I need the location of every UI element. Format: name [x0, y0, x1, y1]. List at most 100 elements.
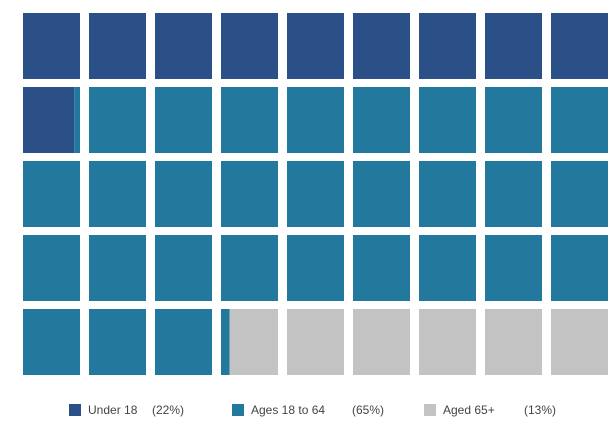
waffle-cell-segment	[551, 87, 608, 153]
waffle-cell-33	[353, 235, 410, 301]
waffle-cell-segment	[221, 235, 278, 301]
waffle-cell-segment	[287, 87, 344, 153]
waffle-cells	[23, 13, 608, 375]
legend-percent: (22%)	[152, 403, 184, 417]
waffle-cell-23	[287, 161, 344, 227]
waffle-cell-34	[419, 235, 476, 301]
waffle-cell-segment	[419, 13, 476, 79]
waffle-cell-4	[221, 13, 278, 79]
legend-swatch	[232, 404, 244, 416]
waffle-cell-13	[221, 87, 278, 153]
waffle-cell-segment	[419, 235, 476, 301]
waffle-cell-6	[353, 13, 410, 79]
waffle-cell-segment	[551, 309, 608, 375]
waffle-cell-27	[551, 161, 608, 227]
waffle-cell-segment	[23, 309, 80, 375]
waffle-cell-40	[221, 309, 278, 375]
legend-swatch	[69, 404, 81, 416]
waffle-cell-segment	[89, 13, 146, 79]
waffle-cell-37	[23, 309, 80, 375]
waffle-cell-segment	[485, 87, 542, 153]
waffle-cell-42	[353, 309, 410, 375]
waffle-cell-36	[551, 235, 608, 301]
waffle-cell-16	[419, 87, 476, 153]
waffle-cell-segment	[353, 235, 410, 301]
waffle-cell-segment	[221, 309, 230, 375]
waffle-cell-9	[551, 13, 608, 79]
waffle-cell-segment	[23, 87, 75, 153]
waffle-cell-segment	[155, 235, 212, 301]
waffle-cell-21	[155, 161, 212, 227]
waffle-cell-30	[155, 235, 212, 301]
waffle-cell-26	[485, 161, 542, 227]
waffle-cell-segment	[485, 235, 542, 301]
waffle-cell-19	[23, 161, 80, 227]
waffle-cell-segment	[23, 235, 80, 301]
waffle-cell-segment	[419, 309, 476, 375]
waffle-cell-segment	[229, 309, 278, 375]
waffle-cell-segment	[287, 161, 344, 227]
legend-label: Aged 65+	[443, 403, 495, 417]
waffle-cell-segment	[287, 13, 344, 79]
legend-label: Under 18	[88, 403, 138, 417]
waffle-cell-segment	[89, 309, 146, 375]
waffle-cell-31	[221, 235, 278, 301]
waffle-cell-segment	[353, 309, 410, 375]
waffle-cell-8	[485, 13, 542, 79]
waffle-cell-7	[419, 13, 476, 79]
waffle-cell-18	[551, 87, 608, 153]
waffle-cell-segment	[23, 161, 80, 227]
waffle-cell-segment	[485, 309, 542, 375]
legend-label: Ages 18 to 64	[251, 403, 325, 417]
waffle-cell-segment	[287, 235, 344, 301]
waffle-cell-44	[485, 309, 542, 375]
waffle-cell-32	[287, 235, 344, 301]
legend-item-1: Under 18 (22%)	[69, 403, 184, 417]
waffle-cell-segment	[155, 161, 212, 227]
waffle-cell-29	[89, 235, 146, 301]
waffle-cell-segment	[551, 13, 608, 79]
waffle-cell-25	[419, 161, 476, 227]
waffle-cell-45	[551, 309, 608, 375]
legend: Under 18 (22%) Ages 18 to 64 (65%) Aged 65+ (…	[69, 403, 556, 417]
waffle-cell-segment	[551, 161, 608, 227]
waffle-cell-segment	[74, 87, 80, 153]
waffle-cell-segment	[155, 13, 212, 79]
waffle-cell-2	[89, 13, 146, 79]
waffle-cell-segment	[287, 309, 344, 375]
waffle-cell-41	[287, 309, 344, 375]
waffle-cell-segment	[89, 161, 146, 227]
waffle-cell-segment	[155, 87, 212, 153]
waffle-cell-14	[287, 87, 344, 153]
legend-item-3: Aged 65+ (13%)	[424, 403, 556, 417]
waffle-cell-segment	[353, 161, 410, 227]
legend-item-2: Ages 18 to 64 (65%)	[232, 403, 384, 417]
waffle-cell-segment	[485, 13, 542, 79]
waffle-cell-17	[485, 87, 542, 153]
waffle-cell-12	[155, 87, 212, 153]
legend-swatch	[424, 404, 436, 416]
waffle-cell-1	[23, 13, 80, 79]
waffle-cell-5	[287, 13, 344, 79]
waffle-cell-38	[89, 309, 146, 375]
waffle-cell-35	[485, 235, 542, 301]
waffle-cell-segment	[353, 13, 410, 79]
legend-percent: (13%)	[524, 403, 556, 417]
waffle-cell-39	[155, 309, 212, 375]
waffle-cell-segment	[155, 309, 212, 375]
legend-percent: (65%)	[352, 403, 384, 417]
waffle-cell-segment	[419, 87, 476, 153]
waffle-cell-22	[221, 161, 278, 227]
waffle-cell-segment	[89, 235, 146, 301]
waffle-cell-10	[23, 87, 80, 153]
waffle-cell-segment	[221, 161, 278, 227]
waffle-cell-segment	[221, 87, 278, 153]
waffle-cell-segment	[23, 13, 80, 79]
waffle-cell-segment	[419, 161, 476, 227]
waffle-cell-segment	[221, 13, 278, 79]
waffle-cell-15	[353, 87, 410, 153]
waffle-cell-20	[89, 161, 146, 227]
waffle-cell-segment	[89, 87, 146, 153]
